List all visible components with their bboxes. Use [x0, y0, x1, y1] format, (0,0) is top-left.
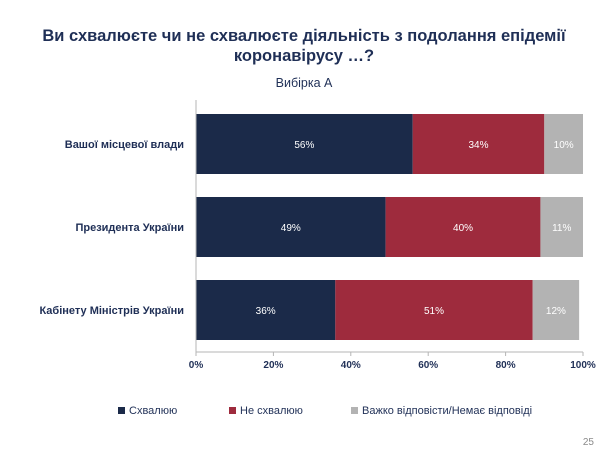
- bar-segment-1-3: [544, 114, 583, 174]
- bar-segment-2-1: [196, 197, 386, 257]
- bar-segment-1-1: [196, 114, 413, 174]
- chart-title-line-2: коронавірусу …?: [233, 47, 375, 65]
- data-label-3-2: 51%: [424, 306, 444, 317]
- category-label-1: Вашої місцевої влади: [65, 139, 184, 151]
- bar-segment-1-2: [412, 114, 545, 174]
- data-label-2-2: 40%: [453, 223, 473, 234]
- legend-label-approve: Схвалюю: [129, 405, 178, 417]
- page-number: 25: [582, 437, 594, 448]
- data-label-1-1: 56%: [294, 140, 314, 151]
- stacked-bar-chart: 56% 34% 10% Вашої місцевої влади 49% 40% 11% Пр…: [39, 100, 596, 371]
- category-label-3: Кабінету Міністрів України: [39, 305, 184, 317]
- bar-segment-3-3: [532, 280, 580, 340]
- x-tick-label-5: 80%: [496, 360, 516, 371]
- data-label-2-1: 49%: [281, 223, 301, 234]
- legend-item-approve: Схвалюю: [118, 405, 177, 417]
- legend-swatch-approve: [118, 407, 125, 414]
- bar-segment-2-3: [540, 197, 583, 257]
- data-label-2-3: 11%: [552, 223, 571, 234]
- data-label-3-3: 12%: [546, 306, 566, 317]
- data-label-3-1: 36%: [256, 306, 276, 317]
- x-tick-label-3: 40%: [341, 360, 361, 371]
- legend-swatch-hard-to-say: [351, 407, 358, 414]
- bar-segment-3-1: [196, 280, 336, 340]
- x-tick-label-4: 60%: [418, 360, 438, 371]
- legend-item-hard-to-say: Важко відповісти/Немає відповіді: [351, 405, 532, 417]
- x-tick-label-1: 0%: [189, 360, 204, 371]
- legend-label-disapprove: Не схвалюю: [240, 405, 303, 417]
- bar-segment-3-2: [335, 280, 533, 340]
- bar-segment-2-2: [385, 197, 541, 257]
- x-tick-label-6: 100%: [570, 360, 596, 371]
- chart-title: Ви схвалюєте чи не схвалюєте діяльність …: [20, 26, 588, 66]
- legend-item-disapprove: Не схвалюю: [229, 405, 303, 417]
- data-label-1-3: 10%: [554, 140, 574, 151]
- legend-swatch-disapprove: [229, 407, 236, 414]
- chart-title-line-1: Ви схвалюєте чи не схвалюєте діяльність …: [42, 27, 566, 45]
- data-label-1-2: 34%: [469, 140, 489, 151]
- legend-label-hard-to-say: Важко відповісти/Немає відповіді: [362, 405, 533, 417]
- x-tick-label-2: 20%: [263, 360, 283, 371]
- chart-subtitle: Вибірка А: [275, 76, 333, 90]
- category-label-2: Президента України: [75, 222, 184, 234]
